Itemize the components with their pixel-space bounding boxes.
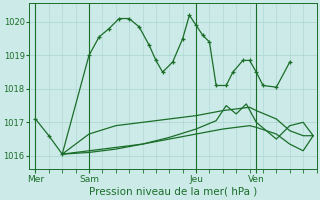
X-axis label: Pression niveau de la mer( hPa ): Pression niveau de la mer( hPa )	[89, 187, 257, 197]
